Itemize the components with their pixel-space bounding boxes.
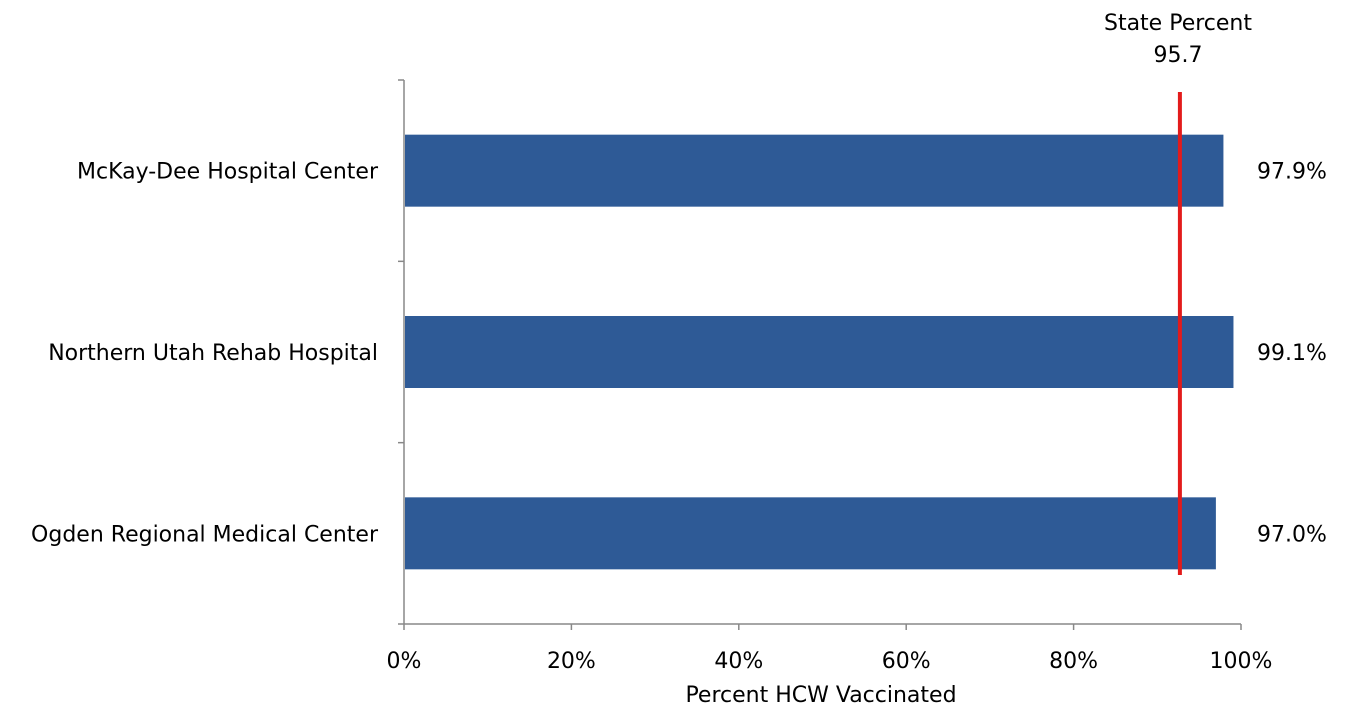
data-label: 99.1% [1257,341,1327,366]
x-tick-label: 60% [882,649,931,674]
bars [405,134,1234,570]
category-label: Northern Utah Rehab Hospital [48,341,378,366]
data-label: 97.9% [1257,160,1327,185]
bar [405,316,1234,388]
x-tick-label: 20% [547,649,596,674]
axes: 0% 20% 40% 60% 80% 100% [387,79,1273,674]
x-tick-label: 80% [1049,649,1098,674]
data-label: 97.0% [1257,522,1327,547]
category-label: McKay-Dee Hospital Center [77,160,379,185]
bar [405,134,1224,207]
x-tick-label: 40% [714,649,763,674]
bar [405,497,1216,570]
reference-line-label-title: State Percent [1104,11,1252,36]
x-tick-label: 100% [1210,649,1273,674]
x-axis-label: Percent HCW Vaccinated [685,683,956,708]
reference-line-label-value: 95.7 [1154,43,1203,68]
labels: McKay-Dee Hospital Center 97.9% Northern U… [31,160,1327,548]
x-tick-label: 0% [387,649,422,674]
category-label: Ogden Regional Medical Center [31,522,379,547]
